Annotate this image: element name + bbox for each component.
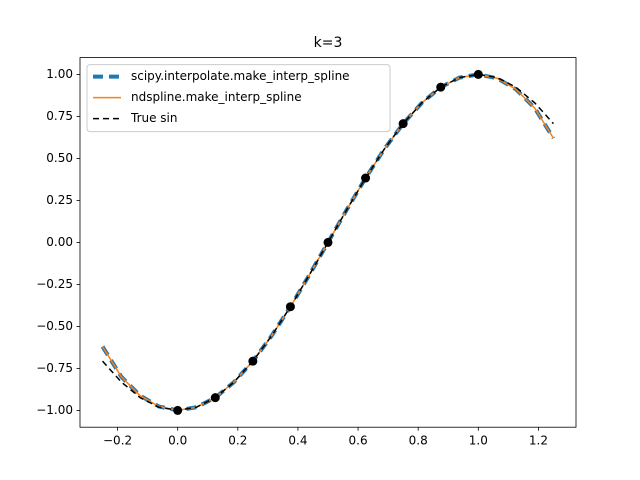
data-point <box>361 173 371 183</box>
y-tick-label: 0.00 <box>46 235 73 249</box>
x-tick-label: 0.4 <box>288 434 307 448</box>
data-point <box>285 302 295 312</box>
legend-label: ndspline.make_interp_spline <box>131 90 302 104</box>
x-tick-label: −0.2 <box>103 434 132 448</box>
x-tick-label: 0.2 <box>228 434 247 448</box>
y-tick-label: 0.25 <box>46 193 73 207</box>
y-tick-label: −0.50 <box>36 319 73 333</box>
legend-box <box>86 64 391 133</box>
x-tick-label: 0.0 <box>168 434 187 448</box>
data-point <box>436 82 446 92</box>
chart-title: k=3 <box>314 35 343 51</box>
data-point <box>398 119 408 129</box>
y-tick-label: −0.25 <box>36 277 73 291</box>
y-tick-label: −1.00 <box>36 403 73 417</box>
legend: scipy.interpolate.make_interp_splinendsp… <box>86 64 391 133</box>
data-point <box>173 405 183 415</box>
data-point <box>210 393 220 403</box>
legend-label: scipy.interpolate.make_interp_spline <box>131 69 350 83</box>
y-tick-label: 1.00 <box>46 67 73 81</box>
data-point <box>248 356 258 366</box>
x-tick-label: 0.6 <box>349 434 368 448</box>
data-point <box>473 69 483 79</box>
y-tick-label: 0.75 <box>46 109 73 123</box>
x-tick-label: 0.8 <box>409 434 428 448</box>
legend-label: True sin <box>130 111 178 125</box>
axes-frame <box>79 57 577 428</box>
data-point <box>323 237 333 247</box>
y-tick-label: 0.50 <box>46 151 73 165</box>
x-tick-label: 1.2 <box>529 434 548 448</box>
y-tick-label: −0.75 <box>36 361 73 375</box>
x-tick-label: 1.0 <box>469 434 488 448</box>
